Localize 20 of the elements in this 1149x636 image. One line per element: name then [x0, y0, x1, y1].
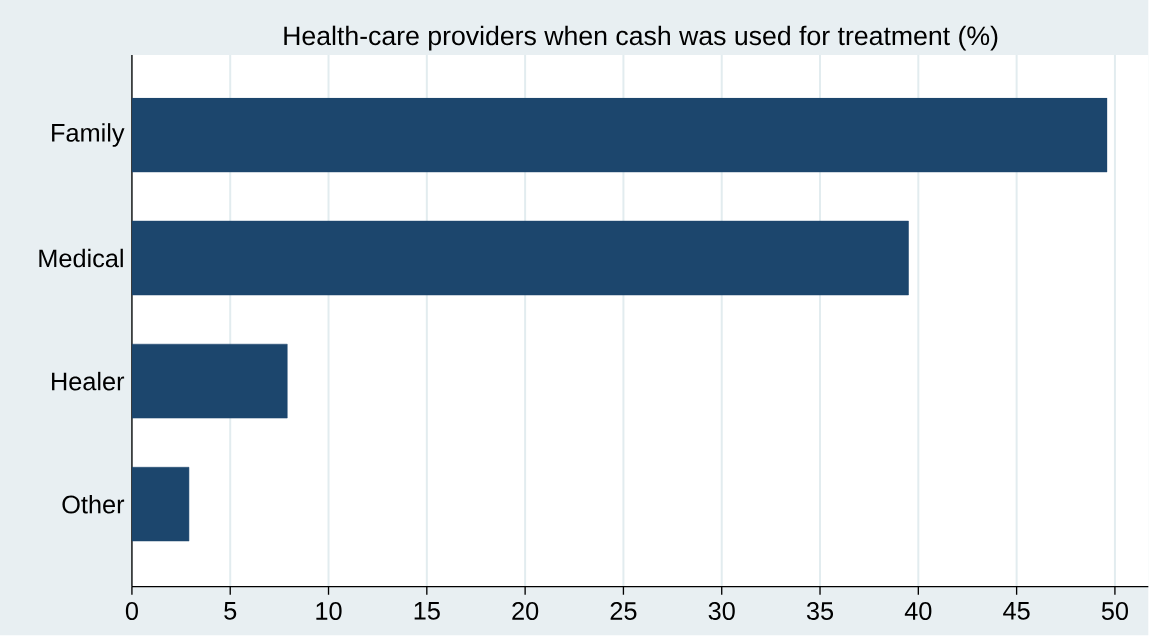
y-tick-label: Family [52, 123, 125, 147]
x-tick-label: 5 [224, 602, 237, 620]
bar [131, 221, 909, 296]
x-tick-label: 10 [316, 602, 342, 621]
x-tick-label: 40 [904, 602, 932, 621]
x-tick-label: 35 [806, 602, 834, 621]
bar [131, 467, 190, 542]
bar [131, 97, 1108, 173]
x-tick-label: 50 [1101, 602, 1128, 621]
x-tick-label: 0 [125, 602, 138, 621]
x-tick-label: 45 [1003, 602, 1030, 620]
y-tick-label: Healer [52, 372, 125, 391]
bar [131, 344, 288, 419]
chart-title: Health-care providers when cash was used for treatment (%) [284, 25, 998, 51]
x-tick-label: 20 [512, 602, 539, 621]
x-tick-label: 15 [414, 602, 440, 620]
y-tick-label: Medical [39, 248, 123, 268]
x-tick-label: 30 [708, 602, 735, 621]
x-tick-label: 25 [610, 602, 637, 621]
y-tick-label: Other [62, 495, 125, 514]
